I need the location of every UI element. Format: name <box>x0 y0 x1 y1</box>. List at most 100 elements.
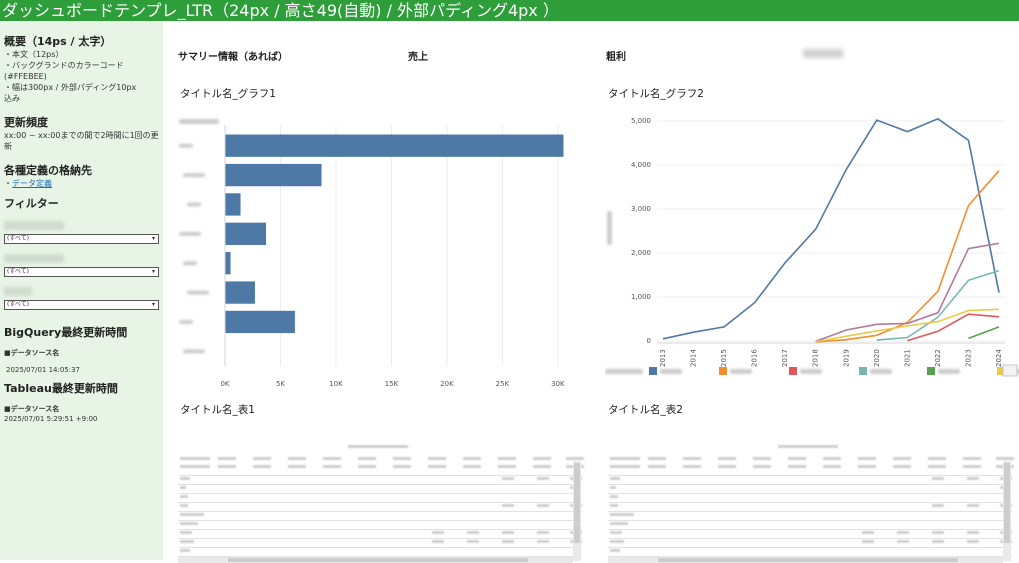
category-label-blurred <box>183 261 197 266</box>
table-row-label-blurred <box>180 477 190 480</box>
x-tick-label: 2017 <box>781 349 789 367</box>
graph1-bar-chart[interactable]: 0K 5K 10K 15K 20K 25K 30K <box>177 101 591 391</box>
table-row-label-blurred <box>180 549 190 552</box>
x-tick-label: 2016 <box>751 349 759 367</box>
legend-label-blurred <box>938 369 960 374</box>
table-header-blurred <box>928 465 946 468</box>
y-tick-label: 3,000 <box>631 205 651 213</box>
table-cell-blurred <box>897 531 909 534</box>
x-tick-label: 15K <box>385 380 399 388</box>
x-tick-label: 2019 <box>842 349 850 367</box>
legend-label-blurred <box>730 369 752 374</box>
table-header-blurred <box>253 457 271 460</box>
legend-label-blurred <box>800 369 822 374</box>
table-cell-blurred <box>502 504 514 507</box>
x-tick-label: 2020 <box>873 349 881 367</box>
table-header-blurred <box>648 457 666 460</box>
filter-label-blurred <box>4 254 64 263</box>
bar <box>225 252 231 275</box>
table1-title: タイトル名_表1 <box>180 404 255 416</box>
table-row-label-blurred <box>610 531 622 534</box>
x-tick-label: 2015 <box>720 349 728 367</box>
horizontal-scrollbar-thumb[interactable] <box>228 558 528 562</box>
filter-dropdown-3[interactable]: (すべて) ▾ <box>4 300 159 310</box>
table-row-separator <box>608 538 1012 539</box>
legend-label-blurred <box>660 369 682 374</box>
filter-dropdown-1[interactable]: (すべて) ▾ <box>4 234 159 244</box>
x-tick-label: 25K <box>496 380 510 388</box>
table-header-blurred <box>498 465 516 468</box>
table-row-separator <box>178 529 582 530</box>
table-cell-blurred <box>537 531 549 534</box>
table-header-blurred <box>858 457 876 460</box>
overview-line: 込み <box>4 94 20 103</box>
table-header-blurred <box>533 465 551 468</box>
filter-value: (すべて) <box>7 235 30 242</box>
series-line <box>907 313 1000 342</box>
x-tick-label: 2013 <box>659 349 667 367</box>
table-header-blurred <box>288 457 306 460</box>
vertical-scrollbar-thumb[interactable] <box>1004 463 1010 543</box>
table-cell-blurred <box>862 531 874 534</box>
category-label-blurred <box>179 143 193 148</box>
table-row-separator <box>608 475 1012 476</box>
table-row-label-blurred <box>180 513 204 516</box>
table-header-blurred <box>823 457 841 460</box>
table-header-blurred <box>963 465 981 468</box>
table-header-blurred <box>858 465 876 468</box>
table-row-separator <box>608 547 1012 548</box>
bar <box>225 193 241 216</box>
overview-heading: 概要（14ps / 太字） <box>4 35 112 48</box>
definitions-bullet: ・ <box>4 179 12 188</box>
table-header-blurred <box>893 457 911 460</box>
horizontal-scrollbar-thumb[interactable] <box>658 558 958 562</box>
definitions-row: ・データ定義 <box>4 178 159 189</box>
table-row-separator <box>178 538 582 539</box>
table-header-blurred <box>428 465 446 468</box>
table-row-separator <box>178 493 582 494</box>
table-header-blurred <box>498 457 516 460</box>
series-line <box>876 269 1000 341</box>
table-row-separator <box>178 520 582 521</box>
table-header-blurred <box>393 465 411 468</box>
sales-label: 売上 <box>408 52 428 63</box>
x-tick-label: 20K <box>440 380 454 388</box>
table-header-blurred <box>566 457 584 460</box>
filter-dropdown-2[interactable]: (すべて) ▾ <box>4 267 159 277</box>
filter-heading: フィルター <box>4 197 59 210</box>
table-row-separator <box>608 529 1012 530</box>
legend-label-blurred <box>870 369 892 374</box>
table-header-blurred <box>788 457 806 460</box>
table-row-separator <box>178 502 582 503</box>
y-tick-label: 1,000 <box>631 293 651 301</box>
series-line <box>662 117 1000 340</box>
table-header-blurred <box>683 465 701 468</box>
legend-swatch <box>649 367 657 375</box>
table-row-label-blurred <box>610 549 620 552</box>
table-cell-blurred <box>967 531 979 534</box>
table-row-label-blurred <box>610 504 618 507</box>
table-cell-blurred <box>932 477 944 480</box>
x-tick-label: 2021 <box>903 349 911 367</box>
category-label-blurred <box>179 319 193 324</box>
table-row-label-blurred <box>610 477 620 480</box>
overview-line: ・バックグランドのカラーコード <box>4 61 124 70</box>
table1-crosstab[interactable] <box>178 419 590 563</box>
legend-swatch <box>997 367 1005 375</box>
filter-label-blurred <box>4 287 32 296</box>
table-row-label-blurred <box>180 531 192 534</box>
table-header-blurred <box>288 465 306 468</box>
y-tick-label: 0 <box>647 337 651 345</box>
table-header-blurred <box>718 457 736 460</box>
table-row-label-blurred <box>180 486 186 489</box>
table-row-separator <box>608 520 1012 521</box>
gross-profit-label: 粗利 <box>606 52 626 63</box>
filter-value: (すべて) <box>7 301 30 308</box>
vertical-scrollbar-thumb[interactable] <box>574 463 580 543</box>
data-definition-link[interactable]: データ定義 <box>12 179 52 188</box>
filter-label-blurred <box>4 221 64 230</box>
table2-crosstab[interactable] <box>608 419 1019 563</box>
table-cell-blurred <box>502 540 514 543</box>
graph2-line-chart[interactable]: 0 1,000 2,000 3,000 4,000 5,000 2013 2014 2015 20… <box>605 101 1019 391</box>
table-header-blurred <box>778 445 838 448</box>
